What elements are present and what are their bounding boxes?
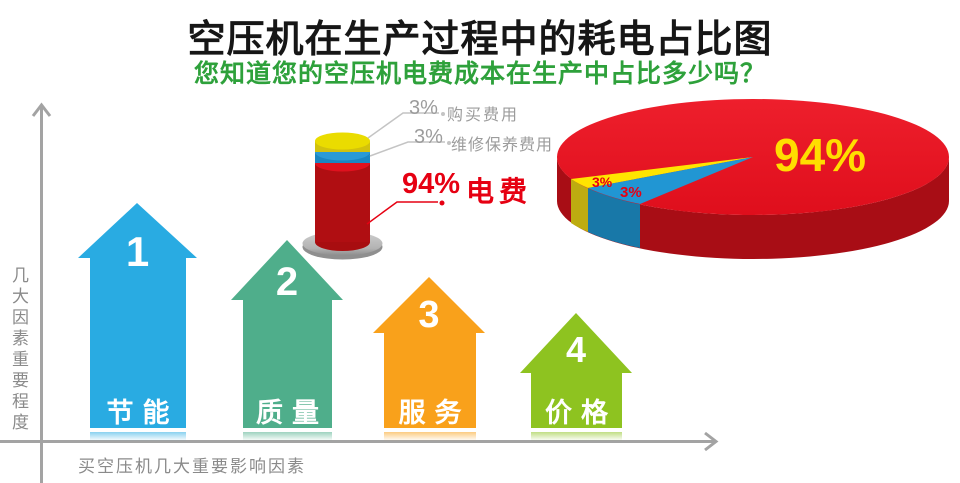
cylinder-chart (302, 132, 383, 260)
callout-electricity-value: 94% (402, 168, 461, 200)
callout-purchase-value: 3% (409, 97, 438, 119)
callout-purchase-label: 购买费用 (447, 107, 520, 124)
callout-maintenance-label: 维修保养费用 (451, 137, 554, 154)
pie-rim-red (557, 157, 949, 259)
y-axis (31, 102, 52, 483)
arrow-shape-price (520, 313, 632, 428)
pie-label-maintenance: 3% (620, 184, 642, 201)
factor-rank-energy: 1 (125, 228, 150, 275)
pie-slice-purchase (571, 157, 753, 188)
factor-rank-quality: 2 (275, 260, 299, 304)
factor-label-price: 价格 (545, 398, 617, 428)
y-axis-label: 几大因素重要程度 (9, 266, 28, 434)
pie-rim-yellow (571, 179, 588, 232)
factor-label-service: 服务 (398, 398, 471, 428)
page-title: 空压机在生产过程中的耗电占比图 (187, 19, 773, 61)
callout-electricity-label: 电费 (466, 176, 533, 207)
x-axis-label: 买空压机几大重要影响因素 (78, 457, 306, 476)
factor-label-energy: 节能 (106, 398, 179, 428)
y-axis-arrow-icon (31, 102, 52, 117)
callout-maintenance-value: 3% (414, 126, 443, 148)
factor-rank-price: 4 (565, 329, 587, 370)
x-axis (0, 431, 719, 452)
callout-lines (366, 112, 451, 225)
factor-label-quality: 质量 (256, 398, 328, 428)
arrow-reflection (384, 432, 476, 441)
arrow-reflection (531, 432, 622, 441)
pie-slice-maintenance (588, 157, 753, 204)
factor-rank-service: 3 (418, 294, 440, 336)
arrow-reflection (90, 432, 186, 441)
pie-rim-blue (588, 188, 640, 248)
arrow-reflection (243, 432, 332, 441)
arrow-shape-energy (78, 203, 197, 428)
arrow-shape-quality (231, 240, 343, 428)
x-axis-arrow-icon (704, 431, 719, 452)
pie-label-purchase: 3% (592, 174, 613, 190)
page-subtitle: 您知道您的空压机电费成本在生产中占比多少吗？ (193, 60, 766, 88)
factor-arrows (78, 203, 632, 441)
pie-chart (557, 99, 949, 259)
arrow-shape-service (373, 277, 485, 428)
pie-label-electricity: 94% (774, 129, 867, 181)
